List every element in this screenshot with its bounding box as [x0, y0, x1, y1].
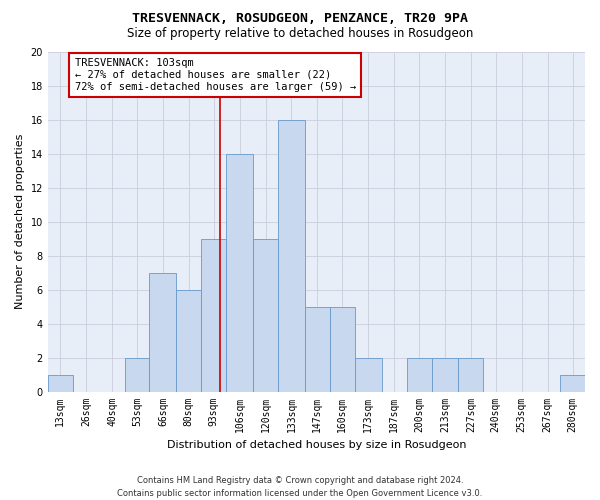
Bar — [253, 238, 278, 392]
Text: Size of property relative to detached houses in Rosudgeon: Size of property relative to detached ho… — [127, 28, 473, 40]
X-axis label: Distribution of detached houses by size in Rosudgeon: Distribution of detached houses by size … — [167, 440, 466, 450]
Bar — [560, 374, 585, 392]
Y-axis label: Number of detached properties: Number of detached properties — [15, 134, 25, 309]
Bar — [458, 358, 484, 392]
Text: Contains HM Land Registry data © Crown copyright and database right 2024.
Contai: Contains HM Land Registry data © Crown c… — [118, 476, 482, 498]
Bar — [330, 306, 355, 392]
Bar — [149, 272, 176, 392]
Bar — [48, 374, 73, 392]
Bar — [176, 290, 201, 392]
Bar — [226, 154, 253, 392]
Bar — [305, 306, 330, 392]
Bar — [278, 120, 305, 392]
Bar — [431, 358, 458, 392]
Bar — [407, 358, 431, 392]
Text: TRESVENNACK: 103sqm
← 27% of detached houses are smaller (22)
72% of semi-detach: TRESVENNACK: 103sqm ← 27% of detached ho… — [74, 58, 356, 92]
Bar — [355, 358, 382, 392]
Bar — [125, 358, 149, 392]
Bar — [201, 238, 226, 392]
Text: TRESVENNACK, ROSUDGEON, PENZANCE, TR20 9PA: TRESVENNACK, ROSUDGEON, PENZANCE, TR20 9… — [132, 12, 468, 26]
